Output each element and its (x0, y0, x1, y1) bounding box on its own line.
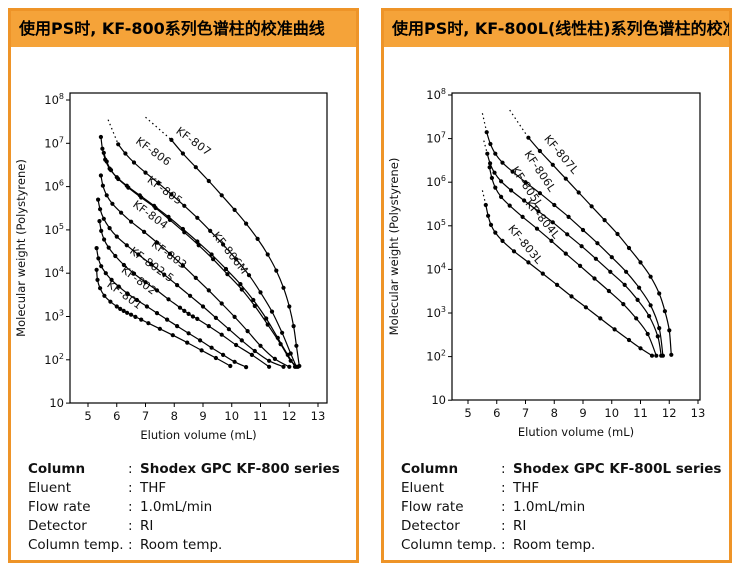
panel-kf800: 使用PS时, KF-800系列色谱柱的校准曲线 5 6 7 8 9 10 11 12 13 108… (8, 8, 359, 563)
condition-row-flow-rate: Flow rate : 1.0mL/min (401, 497, 729, 516)
svg-text:102: 102 (426, 349, 446, 364)
svg-text:8: 8 (551, 406, 558, 420)
svg-text:7: 7 (142, 409, 149, 423)
svg-text:KF-805: KF-805 (145, 173, 185, 207)
condition-label: Flow rate (28, 498, 91, 515)
colon-separator: : (501, 460, 506, 477)
svg-text:10: 10 (224, 409, 239, 423)
svg-text:105: 105 (44, 222, 64, 237)
condition-row-flow-rate: Flow rate : 1.0mL/min (28, 497, 356, 516)
svg-text:Molecular weight (Polystyrene): Molecular weight (Polystyrene) (14, 159, 28, 337)
svg-text:10: 10 (49, 396, 64, 410)
svg-text:8: 8 (171, 409, 178, 423)
svg-text:11: 11 (633, 406, 648, 420)
condition-value: RI (513, 517, 527, 534)
condition-label: Eluent (401, 479, 444, 496)
condition-label: Column temp. (28, 536, 124, 553)
svg-text:103: 103 (426, 305, 446, 320)
condition-label: Column temp. (401, 536, 497, 553)
svg-text:13: 13 (311, 409, 326, 423)
condition-row-eluent: Eluent : THF (401, 478, 729, 497)
svg-text:106: 106 (426, 174, 446, 189)
svg-text:10: 10 (431, 393, 446, 407)
svg-text:11: 11 (253, 409, 268, 423)
condition-value: 1.0mL/min (140, 498, 213, 515)
svg-text:10: 10 (604, 406, 619, 420)
condition-label: Column (401, 460, 459, 477)
svg-text:106: 106 (44, 179, 64, 194)
panel-kf800l-header: 使用PS时, KF-800L(线性柱)系列色谱柱的校准曲线 (384, 11, 729, 47)
panel-kf800l: 使用PS时, KF-800L(线性柱)系列色谱柱的校准曲线 5 6 7 8 9 10 11 1… (381, 8, 732, 563)
colon-separator: : (501, 479, 506, 496)
panel-kf800l-title: 使用PS时, KF-800L(线性柱)系列色谱柱的校准曲线 (392, 19, 729, 38)
condition-value: THF (513, 479, 540, 496)
panel-kf800-header: 使用PS时, KF-800系列色谱柱的校准曲线 (11, 11, 356, 47)
condition-label: Eluent (28, 479, 71, 496)
colon-separator: : (128, 517, 133, 534)
svg-text:108: 108 (426, 87, 446, 102)
svg-text:Molecular weight (Polystyrene): Molecular weight (Polystyrene) (387, 158, 401, 336)
condition-value: Shodex GPC KF-800 series (140, 460, 340, 477)
condition-value: Shodex GPC KF-800L series (513, 460, 722, 477)
colon-separator: : (501, 536, 506, 553)
condition-row-column: Column : Shodex GPC KF-800 series (28, 459, 356, 478)
condition-row-column: Column : Shodex GPC KF-800L series (401, 459, 729, 478)
condition-value: Room temp. (513, 536, 596, 553)
colon-separator: : (501, 517, 506, 534)
panel-kf800-body: 5 6 7 8 9 10 11 12 13 108 107 106 105 104 103 102 10 Elut… (11, 47, 356, 554)
svg-text:12: 12 (282, 409, 297, 423)
svg-text:107: 107 (426, 131, 446, 146)
svg-text:KF-806: KF-806 (133, 135, 173, 169)
condition-value: RI (140, 517, 154, 534)
svg-text:104: 104 (426, 261, 446, 276)
svg-text:5: 5 (464, 406, 471, 420)
kf800-conditions-table: Column : Shodex GPC KF-800 series Eluent… (28, 459, 356, 554)
panel-kf800l-body: 5 6 7 8 9 10 11 12 13 108 107 106 105 104 103 102 10 Elut… (384, 47, 729, 554)
svg-text:13: 13 (691, 406, 706, 420)
condition-value: Room temp. (140, 536, 223, 553)
svg-text:12: 12 (662, 406, 677, 420)
condition-row-detector: Detector : RI (401, 516, 729, 535)
svg-text:102: 102 (44, 352, 64, 367)
condition-label: Detector (401, 517, 460, 534)
condition-value: THF (140, 479, 167, 496)
svg-text:6: 6 (113, 409, 120, 423)
svg-text:KF-807: KF-807 (173, 124, 213, 158)
condition-value: 1.0mL/min (513, 498, 586, 515)
svg-text:Elution volume (mL): Elution volume (mL) (140, 428, 256, 442)
colon-separator: : (128, 536, 133, 553)
colon-separator: : (128, 460, 133, 477)
svg-text:9: 9 (199, 409, 206, 423)
kf800l-calibration-chart: 5 6 7 8 9 10 11 12 13 108 107 106 105 104 103 102 10 Elut… (387, 87, 706, 439)
svg-text:6: 6 (493, 406, 500, 420)
svg-text:108: 108 (44, 92, 64, 107)
condition-label: Column (28, 460, 86, 477)
condition-label: Flow rate (401, 498, 464, 515)
kf800l-conditions-table: Column : Shodex GPC KF-800L series Eluen… (401, 459, 729, 554)
svg-text:103: 103 (44, 309, 64, 324)
svg-text:Elution volume (mL): Elution volume (mL) (518, 425, 634, 439)
panel-kf800-title: 使用PS时, KF-800系列色谱柱的校准曲线 (19, 19, 325, 38)
svg-text:104: 104 (44, 265, 64, 280)
svg-text:9: 9 (579, 406, 586, 420)
svg-text:107: 107 (44, 135, 64, 150)
condition-row-column-temp: Column temp. : Room temp. (401, 535, 729, 554)
svg-text:7: 7 (522, 406, 529, 420)
colon-separator: : (501, 498, 506, 515)
svg-text:5: 5 (84, 409, 91, 423)
colon-separator: : (128, 479, 133, 496)
condition-label: Detector (28, 517, 87, 534)
condition-row-column-temp: Column temp. : Room temp. (28, 535, 356, 554)
condition-row-detector: Detector : RI (28, 516, 356, 535)
colon-separator: : (128, 498, 133, 515)
kf800-calibration-chart: 5 6 7 8 9 10 11 12 13 108 107 106 105 104 103 102 10 Elut… (14, 92, 328, 442)
condition-row-eluent: Eluent : THF (28, 478, 356, 497)
svg-text:105: 105 (426, 218, 446, 233)
svg-text:KF-806M: KF-806M (210, 229, 251, 276)
